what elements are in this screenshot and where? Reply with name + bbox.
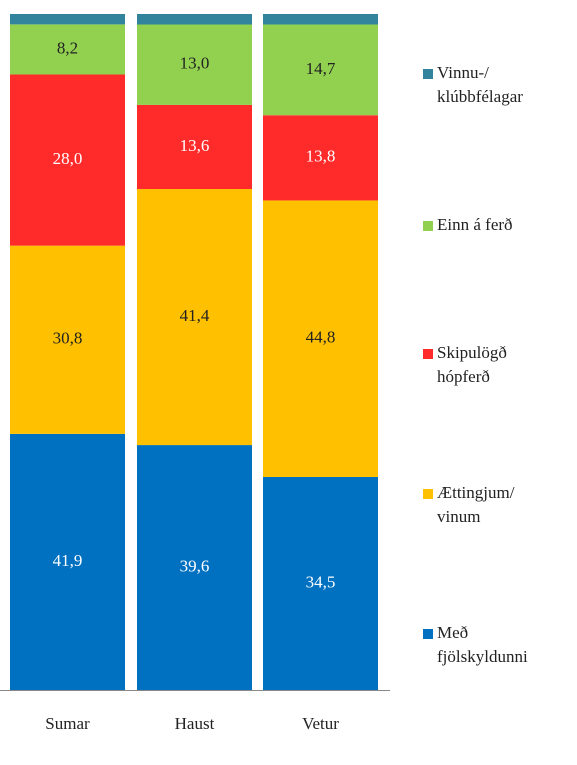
x-tick-label: Haust — [175, 714, 215, 733]
value-label: 34,5 — [306, 572, 336, 591]
value-label: 13,6 — [180, 136, 210, 155]
bar-segment — [10, 14, 125, 25]
value-label: 8,2 — [57, 38, 78, 57]
value-label: 44,8 — [306, 328, 336, 347]
bar-segment — [263, 200, 378, 478]
legend-item: Einn á ferð — [423, 213, 513, 237]
bar-segment — [10, 74, 125, 246]
bar-segment — [263, 14, 378, 25]
bar-segment — [10, 245, 125, 434]
bar-segment — [137, 445, 252, 690]
legend-label: Einn á ferð — [437, 215, 513, 234]
bar-segment — [137, 14, 252, 25]
x-tick-label: Sumar — [45, 714, 90, 733]
value-label: 39,6 — [180, 556, 210, 575]
legend-item: Ættingjum/ vinum — [423, 481, 514, 529]
bar-segment — [10, 433, 125, 690]
bar-segment — [137, 189, 252, 446]
bar-segment — [10, 24, 125, 75]
bar-segment — [137, 24, 252, 105]
x-tick-label: Vetur — [302, 714, 339, 733]
legend-label: Með fjölskyldunni — [437, 623, 528, 666]
legend-swatch — [423, 221, 433, 231]
legend-swatch — [423, 629, 433, 639]
legend-label: Vinnu-/ klúbbfélagar — [437, 63, 523, 106]
value-label: 28,0 — [53, 149, 83, 168]
legend-label: Skipulögð hópferð — [437, 343, 507, 386]
legend-swatch — [423, 69, 433, 79]
value-label: 13,0 — [180, 54, 210, 73]
legend-item: Skipulögð hópferð — [423, 341, 507, 389]
legend-swatch — [423, 489, 433, 499]
value-label: 13,8 — [306, 147, 336, 166]
bar-segment — [263, 477, 378, 690]
bar-segment — [137, 104, 252, 190]
value-label: 14,7 — [306, 59, 336, 78]
value-label: 41,4 — [180, 306, 210, 325]
legend-label: Ættingjum/ vinum — [437, 483, 515, 526]
legend-swatch — [423, 349, 433, 359]
legend-item: Með fjölskyldunni — [423, 621, 528, 669]
value-label: 30,8 — [53, 329, 83, 348]
bar-segment — [263, 24, 378, 116]
bar-segment — [263, 115, 378, 201]
value-label: 41,9 — [53, 551, 83, 570]
legend-item: Vinnu-/ klúbbfélagar — [423, 61, 523, 109]
